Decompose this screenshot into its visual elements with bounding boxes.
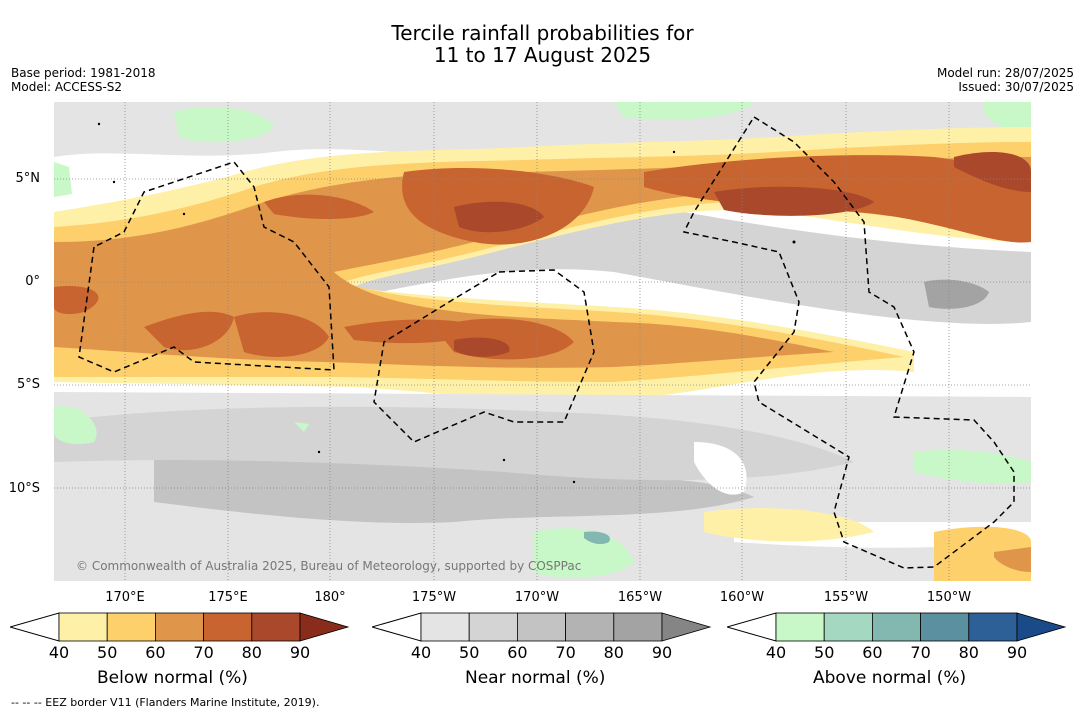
above-normal-south-1 bbox=[54, 406, 97, 444]
colorbar-cell bbox=[154, 612, 204, 642]
colorbar-cell bbox=[775, 612, 825, 642]
colorbar-tick-label: 70 bbox=[910, 643, 931, 662]
colorbar-tick-label: 50 bbox=[97, 643, 118, 662]
below-normal-80b bbox=[714, 186, 874, 216]
white-gap-south bbox=[694, 442, 747, 495]
colorbar-tick-label: 60 bbox=[507, 643, 528, 662]
colorbar-tick-label: 60 bbox=[862, 643, 883, 662]
lon-label: 155°W bbox=[823, 590, 869, 605]
colorbar-cell bbox=[106, 612, 156, 642]
below-normal-70c bbox=[234, 312, 329, 357]
above-normal-north-2 bbox=[614, 102, 754, 120]
colorbar-tick-label: 80 bbox=[241, 643, 262, 662]
colorbar-cell bbox=[468, 612, 518, 642]
model-name: Model: ACCESS-S2 bbox=[11, 80, 123, 94]
colorbar-tick-label: 90 bbox=[289, 643, 311, 662]
below-normal-80d bbox=[454, 337, 510, 357]
lon-label: 165°W bbox=[617, 590, 663, 605]
colorbar-cell bbox=[871, 612, 921, 642]
lon-label: 150°W bbox=[926, 590, 972, 605]
coastline-dots bbox=[97, 122, 796, 484]
near-normal-east-dark bbox=[924, 279, 989, 309]
colorbar-cell bbox=[516, 612, 566, 642]
map-title: Tercile rainfall probabilities for 11 to… bbox=[0, 22, 1085, 66]
model-run: Model run: 28/07/2025 bbox=[936, 66, 1074, 80]
lat-label-10s: 10°S bbox=[8, 481, 40, 496]
colorbar-cell bbox=[920, 612, 970, 642]
above-normal-south-3 bbox=[914, 450, 1031, 484]
colorbar-extend-arrow bbox=[299, 612, 350, 642]
below-normal-south-2 bbox=[934, 526, 1031, 581]
colorbar-label-above: Above normal (%) bbox=[813, 668, 967, 688]
lat-label-5s: 5°S bbox=[16, 377, 40, 392]
colorbar-tick-label: 40 bbox=[48, 643, 70, 662]
lat-label-5n: 5°N bbox=[15, 171, 41, 186]
colorbar-label-below: Below normal (%) bbox=[97, 668, 248, 688]
below-normal-70a bbox=[54, 286, 99, 315]
meta-right: Model run: 28/07/2025 Issued: 30/07/2025 bbox=[937, 66, 1074, 94]
colorbar-cell bbox=[58, 612, 108, 642]
lon-label: 180° bbox=[314, 590, 346, 605]
below-normal-south-1 bbox=[704, 508, 874, 542]
eez-footer-note: -- -- -- EEZ border V11 (Flanders Marine… bbox=[11, 696, 320, 709]
lon-label: 170°E bbox=[105, 590, 145, 605]
above-normal-north-4 bbox=[54, 162, 72, 197]
above-normal-north-3 bbox=[984, 102, 1031, 133]
near-normal-south-50 bbox=[54, 406, 854, 481]
colorbar-below-normal-cells bbox=[58, 612, 350, 642]
lat-label-0: 0° bbox=[25, 274, 40, 289]
lon-label: 175°E bbox=[208, 590, 248, 605]
colorbar-tick-label: 60 bbox=[145, 643, 166, 662]
colorbar-cell bbox=[420, 612, 470, 642]
colorbar-extend-arrow bbox=[1016, 612, 1067, 642]
colorbar-cell bbox=[251, 612, 301, 642]
colorbar-tick-label: 50 bbox=[459, 643, 480, 662]
colorbar-tick-label: 40 bbox=[765, 643, 787, 662]
below-normal-south-3 bbox=[994, 547, 1031, 572]
colorbar-label-near: Near normal (%) bbox=[465, 668, 606, 688]
colorbar-near-normal bbox=[372, 612, 712, 642]
graticule bbox=[54, 102, 1031, 581]
colorbar-tick-label: 70 bbox=[193, 643, 214, 662]
below-normal-80a bbox=[454, 201, 544, 233]
lon-label: 170°W bbox=[514, 590, 560, 605]
colorbar-cell bbox=[613, 612, 663, 642]
colorbar-cell bbox=[203, 612, 253, 642]
colorbar-above-normal bbox=[727, 612, 1067, 642]
colorbar-above-normal-cells bbox=[775, 612, 1067, 642]
lon-label: 175°W bbox=[411, 590, 457, 605]
colorbar-cell bbox=[565, 612, 615, 642]
copyright-text: © Commonwealth of Australia 2025, Bureau… bbox=[76, 559, 581, 573]
colorbar-cell bbox=[823, 612, 873, 642]
meta-left: Base period: 1981-2018 Model: ACCESS-S2 bbox=[11, 66, 156, 94]
title-line-1: Tercile rainfall probabilities for bbox=[391, 21, 694, 45]
above-normal-north-1 bbox=[174, 107, 274, 143]
colorbar-extend-arrow bbox=[661, 612, 712, 642]
colorbar-tick-label: 80 bbox=[603, 643, 624, 662]
colorbar-tick-label: 70 bbox=[555, 643, 576, 662]
eez-borders bbox=[78, 116, 1015, 569]
colorbar-tick-label: 80 bbox=[958, 643, 979, 662]
below-normal-70b bbox=[144, 311, 234, 351]
issued-date: Issued: 30/07/2025 bbox=[958, 80, 1074, 94]
below-normal-80c bbox=[954, 152, 1031, 192]
colorbar-near-normal-cells bbox=[420, 612, 712, 642]
above-normal-south-5 bbox=[584, 531, 610, 545]
base-period: Base period: 1981-2018 bbox=[11, 66, 156, 80]
lon-label: 160°W bbox=[719, 590, 765, 605]
title-line-2: 11 to 17 August 2025 bbox=[433, 43, 652, 67]
colorbar-below-normal bbox=[10, 612, 350, 642]
colorbar-tick-label: 50 bbox=[814, 643, 835, 662]
rainfall-map: © Commonwealth of Australia 2025, Bureau… bbox=[54, 102, 1031, 581]
colorbar-cell bbox=[968, 612, 1018, 642]
colorbar-tick-label: 90 bbox=[651, 643, 673, 662]
below-normal-70f bbox=[264, 194, 374, 219]
above-normal-south-4 bbox=[294, 422, 309, 432]
colorbar-tick-label: 90 bbox=[1006, 643, 1028, 662]
colorbar-tick-label: 40 bbox=[410, 643, 432, 662]
